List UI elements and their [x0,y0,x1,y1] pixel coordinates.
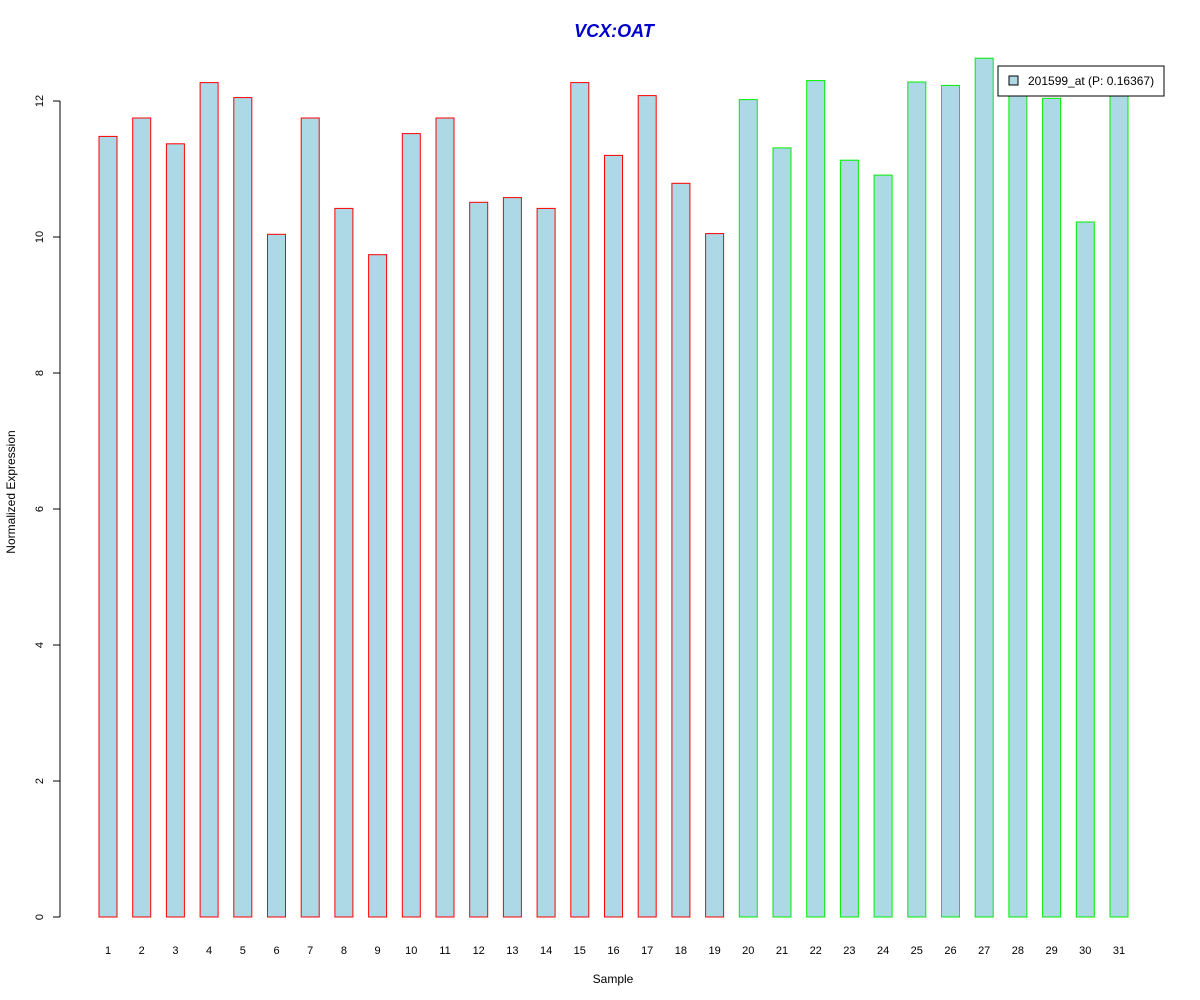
x-tick-label: 3 [172,945,178,957]
x-tick-label: 15 [574,945,586,957]
x-tick-label: 27 [978,945,990,957]
bar-sample-22 [806,80,826,918]
bar-sample-14 [536,207,556,918]
y-tick-label: 12 [34,95,46,107]
x-tick-label: 9 [375,945,381,957]
bar-sample-4 [199,82,219,918]
legend-swatch [1008,75,1019,86]
x-tick-label: 31 [1113,945,1125,957]
bar-sample-9 [368,254,388,918]
x-tick-label: 21 [776,945,788,957]
x-tick-label: 26 [944,945,956,957]
x-tick-label: 23 [843,945,855,957]
bar-sample-15 [570,82,590,918]
x-tick-label: 13 [506,945,518,957]
y-tick-label: 4 [34,642,46,648]
x-tick-label: 11 [439,945,450,957]
bar-sample-13 [502,197,522,918]
legend-entry-label: 201599_at (P: 0.16367) [1028,74,1154,88]
x-tick-label: 7 [307,945,313,957]
x-tick-label: 22 [810,945,822,957]
y-tick-label: 6 [34,506,46,512]
y-tick-label: 8 [34,370,46,376]
x-tick-label: 12 [473,945,485,957]
x-tick-label: 28 [1012,945,1024,957]
bar-sample-7 [300,117,320,918]
bar-sample-5 [233,97,253,918]
y-tick-label: 2 [34,778,46,784]
x-tick-label: 29 [1045,945,1057,957]
bar-sample-27 [974,57,994,918]
bar-sample-17 [637,95,657,918]
bar-sample-8 [334,207,354,918]
bar-sample-18 [671,182,691,918]
bar-sample-21 [772,147,792,918]
legend: 201599_at (P: 0.16367) [997,65,1165,97]
bar-sample-25 [907,81,927,918]
x-tick-label: 6 [273,945,279,957]
bar-sample-6 [267,233,286,918]
x-tick-label: 4 [206,945,212,957]
bar-sample-19 [705,233,725,918]
legend-box [997,65,1165,97]
x-tick-label: 30 [1079,945,1091,957]
x-tick-label: 10 [405,945,417,957]
bar-sample-16 [604,154,623,918]
y-tick-label: 10 [34,231,46,243]
x-tick-label: 25 [911,945,923,957]
x-tick-label: 20 [742,945,754,957]
bar-sample-3 [165,143,185,918]
x-axis-label: Sample [593,972,634,986]
x-tick-label: 2 [139,945,145,957]
x-tick-label: 14 [540,945,552,957]
bar-sample-1 [98,135,118,918]
y-axis: 0 2 4 6 8 10 12 [34,95,61,920]
bars-group [98,57,1129,918]
bar-sample-10 [401,133,421,918]
bar-sample-30 [1075,221,1095,918]
bar-sample-12 [469,201,489,918]
y-axis-label: Normalized Expression [4,430,18,553]
x-tick-label: 17 [641,945,653,957]
bar-sample-31 [1109,81,1129,918]
x-tick-label: 16 [607,945,619,957]
x-tick-label: 5 [240,945,246,957]
bar-sample-2 [132,117,152,918]
bar-sample-26 [941,84,960,918]
bar-sample-24 [873,174,893,918]
x-tick-label: 18 [675,945,687,957]
bar-sample-29 [1042,97,1062,918]
x-tick-label: 8 [341,945,347,957]
x-tick-label: 19 [708,945,720,957]
chart-title: VCX:OAT [574,21,656,41]
x-tick-label: 1 [105,945,111,957]
bar-sample-28 [1008,82,1028,918]
bar-sample-23 [839,159,859,918]
bar-sample-20 [738,99,758,918]
bar-sample-11 [435,117,455,918]
x-tick-label: 24 [877,945,889,957]
y-tick-label: 0 [34,914,46,920]
x-tick-labels: 1 2 3 4 5 6 7 8 9 10 11 12 13 14 15 16 17 18 19 20 21 22 23 24 2… [105,945,1125,957]
